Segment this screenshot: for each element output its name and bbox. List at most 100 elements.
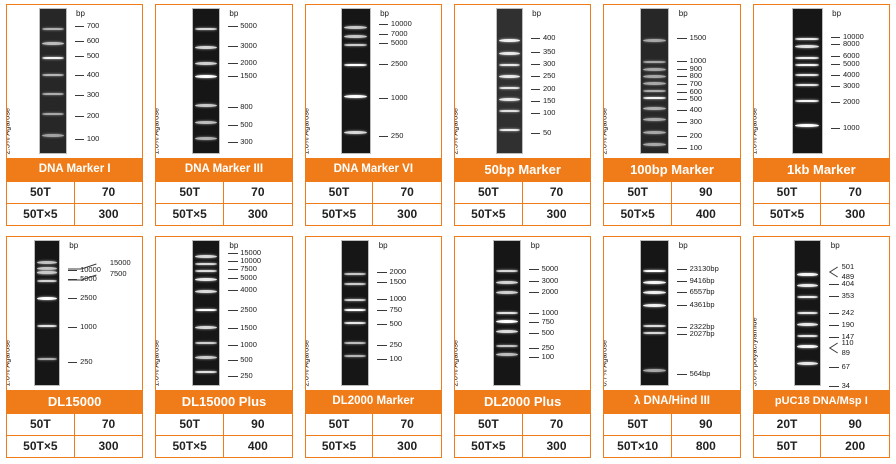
- bp-tick: [830, 56, 841, 58]
- gel-band: [498, 75, 520, 78]
- bp-label: 5000: [390, 37, 408, 47]
- gel-percentage-label: 1.0% Agarose: [6, 339, 12, 386]
- marker-card-dl15000-plus[interactable]: 15000 10000 7500 5000 4000 2500 1500 1000 500 250…: [155, 236, 293, 458]
- bp-tick: [67, 326, 78, 328]
- gel-percentage-label: 2.0% Agarose: [304, 339, 311, 386]
- bp-axis-title: bp: [229, 241, 239, 250]
- spec-row: 50T×5 300: [454, 435, 591, 457]
- bp-tick: [377, 299, 387, 301]
- bp-tick: [378, 64, 389, 66]
- marker-card-50bp-marker[interactable]: 400 350 300 250 200 150 100 50 bp 2.5% Agarose 50b…: [453, 4, 592, 226]
- marker-card-dl2000-plus[interactable]: 5000 3000 2000 1000 750 500 250 100 bp 2.0% Agaro…: [453, 236, 592, 458]
- gel-band: [36, 271, 57, 274]
- gel-lane-background: [35, 241, 59, 385]
- spec-row: 50T 200: [753, 435, 889, 457]
- spec-row: 50T 70: [454, 181, 591, 203]
- spec-size: 20T: [754, 414, 822, 435]
- bp-label: 2322bp: [689, 321, 715, 331]
- gel-band: [642, 118, 667, 122]
- gel-band: [794, 63, 820, 67]
- marker-card-dna-marker-iii[interactable]: 5000 3000 2000 1500 800 500 300 bp 1.0% Agarose D…: [155, 4, 293, 226]
- marker-card-lambda-dna-hind-iii[interactable]: 23130bp 9416bp 6557bp 4361bp 2322bp 2027bp 564…: [603, 236, 741, 458]
- spec-size: 50T: [306, 182, 374, 203]
- gel-band: [642, 39, 667, 42]
- gel-band: [194, 269, 217, 273]
- bp-tick: [829, 283, 839, 285]
- gel-band: [194, 104, 217, 107]
- gel-lane: [639, 240, 670, 386]
- bp-label: 750: [541, 317, 555, 327]
- spec-size: 50T: [604, 414, 672, 435]
- bp-label: 500: [240, 120, 253, 130]
- gel-lane-background: [341, 9, 370, 153]
- gel-band: [797, 323, 819, 326]
- spec-table: 50T 70 50T×5 300: [7, 413, 143, 457]
- bp-tick: [377, 282, 387, 284]
- gel-band: [642, 68, 667, 71]
- spec-row: 50T 70: [156, 181, 292, 203]
- gel-band: [797, 272, 819, 277]
- gel-band: [495, 320, 519, 323]
- spec-price: 300: [546, 439, 567, 453]
- bp-label: 200: [86, 111, 100, 121]
- marker-title: pUC18 DNA/Msp I: [753, 390, 889, 413]
- bp-tick: [830, 128, 841, 130]
- gel-band: [344, 43, 368, 47]
- bp-tick: [67, 361, 78, 363]
- bp-tick: [228, 25, 238, 27]
- gel-band: [642, 142, 667, 146]
- bp-tick: [228, 253, 238, 255]
- gel-band: [498, 128, 520, 132]
- bp-label: 150: [542, 95, 556, 105]
- marker-card-dl2000-marker[interactable]: 2000 1500 1000 750 500 250 100 bp 2.0% Agarose DL…: [304, 236, 442, 458]
- gel-band: [794, 45, 820, 48]
- bp-label: 67: [841, 361, 850, 371]
- bp-tick: [529, 332, 539, 334]
- bp-tick: [677, 280, 687, 282]
- marker-title: DNA Marker VI: [305, 158, 441, 181]
- marker-card-dl15000[interactable]: 10000 5000 2500 1000 250 15000 7500 bp 1.0% Agar…: [6, 236, 144, 458]
- bp-tick: [67, 270, 78, 272]
- gel-figure: 400 350 300 250 200 150 100 50 bp 2.5% Agarose: [454, 5, 591, 158]
- bp-label: 1500: [240, 323, 257, 333]
- bp-tick: [74, 41, 85, 43]
- spec-row: 50T×5 300: [305, 435, 441, 457]
- spec-row: 50T 90: [156, 413, 292, 435]
- gel-band: [194, 356, 217, 359]
- gel-lane-background: [40, 9, 66, 153]
- bp-tick: [228, 268, 238, 270]
- bp-tick: [378, 97, 389, 99]
- gel-band: [36, 357, 57, 361]
- gel-lane: [191, 240, 220, 386]
- gel-band: [194, 137, 217, 140]
- bp-label: 564bp: [689, 369, 711, 379]
- bp-label: 2000: [541, 286, 559, 296]
- marker-card-dna-marker-i[interactable]: 700 600 500 400 300 200 100 bp 2.5% Agarose DNA M…: [6, 4, 144, 226]
- bp-label: 100: [689, 143, 703, 153]
- marker-title: 50bp Marker: [454, 158, 591, 181]
- bp-tick: [228, 76, 238, 78]
- spec-price: 90: [699, 417, 713, 431]
- spec-size: 50T×5: [306, 436, 374, 457]
- gel-band: [498, 98, 520, 101]
- marker-card-100bp-marker[interactable]: 1500 1000 900 800 700 600 500 400 300 200 100 bp 2.0…: [603, 4, 741, 226]
- marker-card-1kb-marker[interactable]: 10000 8000 6000 5000 4000 3000 2000 1000 bp 1.0% …: [752, 4, 890, 226]
- marker-card-dna-marker-vi[interactable]: 10000 7000 5000 2500 1000 250 bp 1.0% Agarose DN…: [304, 4, 442, 226]
- bp-label: 500: [541, 327, 555, 337]
- bp-label: 2000: [842, 97, 860, 107]
- marker-card-puc18-dna-msp-i[interactable]: 404 353 242 190 147 67 34 501 489 110 89 bp 5.0% pol…: [752, 236, 890, 458]
- gel-figure: 10000 5000 2500 1000 250 15000 7500 bp 1.0% Agar…: [6, 237, 143, 390]
- spec-size: 50T: [306, 414, 374, 435]
- bp-axis-title: bp: [830, 241, 840, 250]
- bp-label: 2500: [80, 292, 97, 302]
- spec-price: 300: [845, 207, 866, 221]
- marker-card-cell: 23130bp 9416bp 6557bp 4361bp 2322bp 2027bp 564…: [597, 232, 746, 464]
- gel-band: [797, 295, 819, 299]
- bp-tick: [228, 277, 238, 279]
- bp-axis-title: bp: [76, 9, 85, 18]
- gel-band: [797, 311, 819, 315]
- bp-label: 500: [240, 355, 253, 365]
- bp-label: 1000: [541, 307, 559, 317]
- bp-tick: [228, 345, 238, 347]
- bp-tick: [67, 297, 78, 299]
